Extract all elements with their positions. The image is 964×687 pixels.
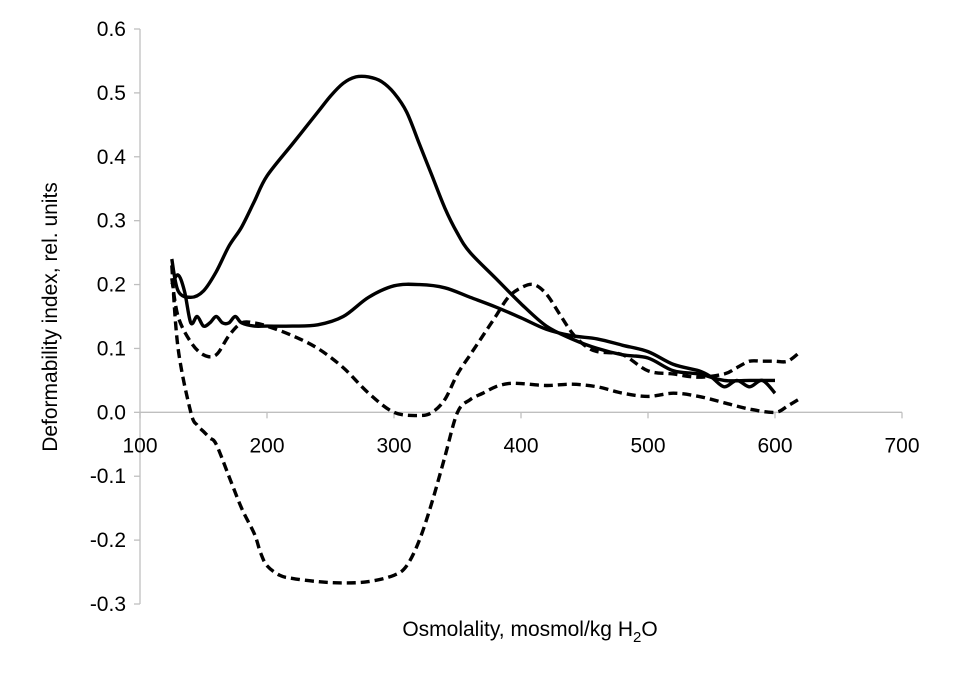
y-tick-label: 0.6 [97,18,126,41]
y-tick-label: 0.3 [97,210,126,233]
x-axis-title-main: Osmolality, mosmol/kg H [402,618,633,641]
x-tick-label: 400 [503,434,538,457]
x-tick-label: 100 [122,434,157,457]
y-tick-label: 0.2 [97,274,126,297]
y-axis-title: Deformability index, rel. units [39,182,62,452]
series-line-3-dashed [170,277,802,418]
y-tick-label: 0.5 [97,82,126,105]
y-tick-label: -0.1 [90,465,126,488]
y-ticks: -0.3 -0.2 -0.1 0.0 0.1 0.2 0.3 0.4 0.5 0.6 [90,18,140,616]
series-group [170,74,802,585]
x-tick-label: 700 [884,434,919,457]
x-axis-title-subscript: 2 [633,629,641,646]
x-tick-label: 200 [249,434,284,457]
x-tick-label: 600 [757,434,792,457]
series-line-2-solid [170,273,777,395]
y-tick-label: 0.1 [97,337,126,360]
x-tick-label: 300 [376,434,411,457]
y-tick-label: -0.3 [90,593,126,616]
y-tick-label: -0.2 [90,529,126,552]
x-axis-title: Osmolality, mosmol/kg H2O [402,618,657,646]
series-line-4-dashed [170,265,802,585]
x-axis-title-end: O [641,618,657,641]
series-line-1-solid [170,74,775,383]
x-tick-label: 500 [630,434,665,457]
y-tick-label: 0.4 [97,146,127,169]
x-ticks: 100 200 300 400 500 600 700 [122,412,920,457]
y-tick-label: 0.0 [97,401,126,424]
